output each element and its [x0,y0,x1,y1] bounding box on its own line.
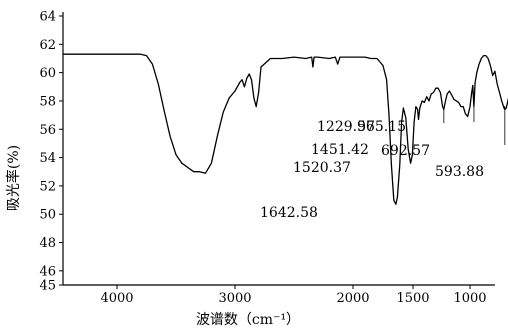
y-tick-label: 64 [39,10,56,25]
x-tick-label: 4000 [100,291,133,306]
peak-label: 1229.57 [317,119,375,135]
y-axis-title: 吸光率(%) [5,145,22,211]
spectrum-series [63,53,508,205]
peak-label: 1520.37 [293,160,351,176]
y-tick-label: 50 [39,208,56,223]
peak-label: 593.88 [435,164,484,180]
peak-label: 692.57 [381,143,430,159]
x-tick-label: 2000 [336,291,369,306]
y-tick-label: 58 [39,94,56,109]
y-tick-label: 62 [39,38,56,53]
spectrum-line [63,53,508,205]
y-tick-label: 48 [39,236,56,251]
x-tick-label: 3000 [218,291,251,306]
y-tick-label: 56 [39,123,56,138]
x-tick-label: 1500 [396,291,429,306]
x-axis-ticks: 40003000200015001000400 [100,285,487,306]
y-tick-label: 60 [39,66,56,81]
peak-label: 965.15 [357,119,406,135]
y-tick-label: 54 [39,151,56,166]
y-tick-label: 45 [39,279,56,294]
axes [62,12,495,286]
peak-label: 1451.42 [311,142,369,158]
x-tick-label: 1000 [453,291,486,306]
x-axis-title: 波谱数（cm⁻¹） [196,312,300,328]
y-tick-label: 52 [39,179,56,194]
y-tick-label: 46 [39,264,56,279]
peak-label: 1642.58 [260,205,318,221]
